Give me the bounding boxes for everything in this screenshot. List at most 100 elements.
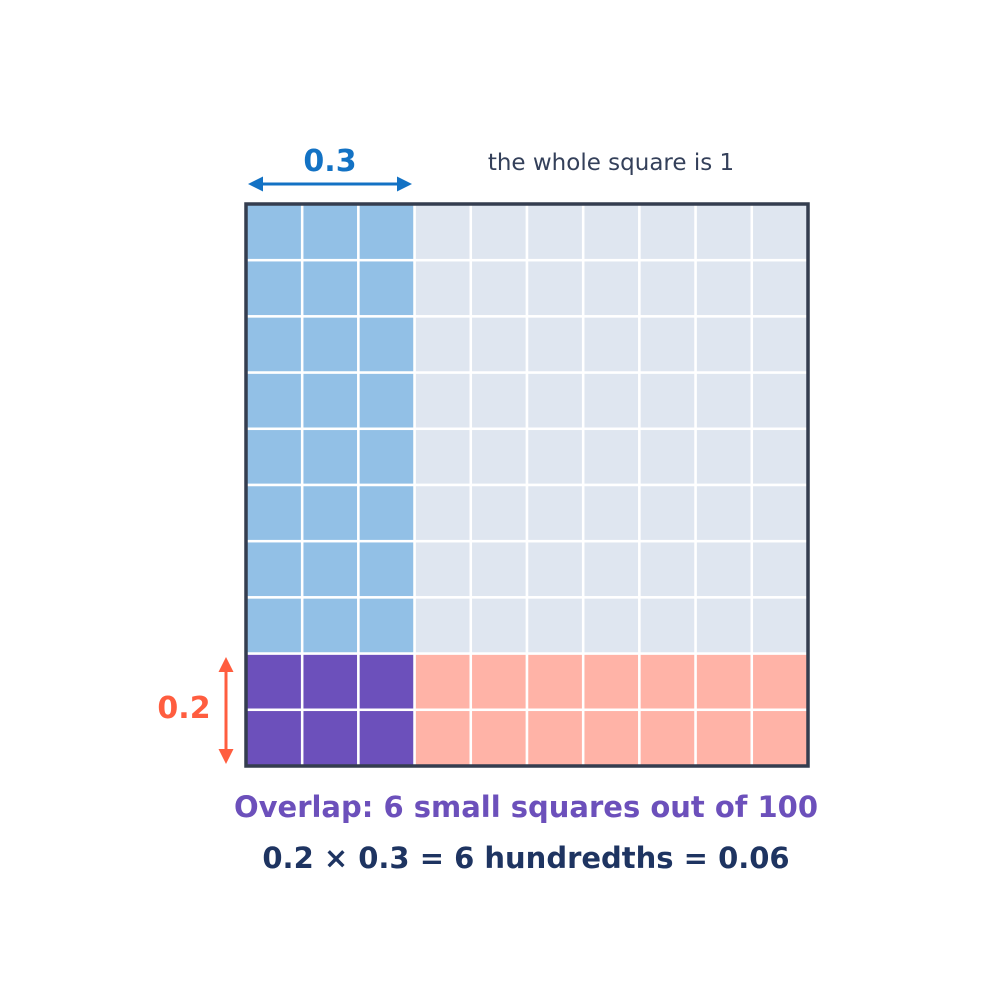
overlap-cell bbox=[300, 708, 360, 768]
grid-cell bbox=[525, 539, 585, 599]
column-shaded-cell bbox=[244, 596, 304, 655]
grid-cell bbox=[750, 315, 810, 374]
grid-cell bbox=[469, 371, 529, 431]
grid-cell bbox=[750, 258, 810, 318]
column-shaded-cell bbox=[244, 202, 304, 262]
row-shaded-cell bbox=[413, 708, 473, 768]
grid-cell bbox=[750, 539, 810, 599]
grid-cell bbox=[750, 202, 810, 262]
grid-cell bbox=[638, 258, 697, 318]
grid-cell bbox=[469, 258, 529, 318]
overlap-cell bbox=[244, 652, 304, 712]
grid-cell bbox=[413, 539, 473, 599]
grid-cell bbox=[581, 427, 641, 487]
column-shaded-cell bbox=[357, 258, 416, 318]
column-shaded-cell bbox=[244, 483, 304, 543]
column-shaded-cell bbox=[244, 371, 304, 431]
row-shaded-cell bbox=[638, 652, 697, 712]
grid-cell bbox=[469, 483, 529, 543]
grid-cell bbox=[750, 427, 810, 487]
column-shaded-cell bbox=[357, 315, 416, 374]
grid-cell bbox=[469, 315, 529, 374]
grid-cell bbox=[469, 596, 529, 655]
column-shaded-cell bbox=[300, 315, 360, 374]
grid-cell bbox=[750, 371, 810, 431]
grid-cell bbox=[694, 483, 754, 543]
grid-cell bbox=[525, 258, 585, 318]
grid-cell bbox=[413, 483, 473, 543]
grid-cell bbox=[581, 258, 641, 318]
grid-cell bbox=[581, 483, 641, 543]
row-shaded-cell bbox=[694, 652, 754, 712]
grid-cell bbox=[581, 315, 641, 374]
grid-cell bbox=[694, 539, 754, 599]
row-shaded-cell bbox=[750, 652, 810, 712]
grid-cell bbox=[638, 483, 697, 543]
column-shaded-cell bbox=[300, 596, 360, 655]
height-label: 0.2 bbox=[157, 691, 210, 726]
column-shaded-cell bbox=[244, 258, 304, 318]
grid-cell bbox=[638, 315, 697, 374]
grid-cell bbox=[694, 371, 754, 431]
overlap-cell bbox=[244, 708, 304, 768]
overlap-cell bbox=[357, 652, 416, 712]
row-shaded-cell bbox=[525, 708, 585, 768]
grid-cell bbox=[694, 258, 754, 318]
grid-cell bbox=[581, 202, 641, 262]
row-shaded-cell bbox=[413, 652, 473, 712]
overlap-cell bbox=[357, 708, 416, 768]
row-shaded-cell bbox=[581, 652, 641, 712]
grid-cell bbox=[525, 371, 585, 431]
grid-cell bbox=[525, 202, 585, 262]
grid-cell bbox=[413, 371, 473, 431]
grid-cell bbox=[694, 427, 754, 487]
column-shaded-cell bbox=[357, 596, 416, 655]
column-shaded-cell bbox=[357, 371, 416, 431]
column-shaded-cell bbox=[357, 427, 416, 487]
column-shaded-cell bbox=[300, 539, 360, 599]
grid-cell bbox=[638, 371, 697, 431]
grid-cell bbox=[638, 202, 697, 262]
column-shaded-cell bbox=[357, 483, 416, 543]
column-shaded-cell bbox=[244, 315, 304, 374]
column-shaded-cell bbox=[300, 483, 360, 543]
width-label: 0.3 bbox=[303, 144, 356, 179]
grid-cell bbox=[525, 315, 585, 374]
column-shaded-cell bbox=[357, 539, 416, 599]
grid-cell bbox=[413, 202, 473, 262]
row-shaded-cell bbox=[694, 708, 754, 768]
row-shaded-cell bbox=[581, 708, 641, 768]
grid-cell bbox=[581, 371, 641, 431]
grid-cell bbox=[750, 483, 810, 543]
grid-cell bbox=[413, 258, 473, 318]
grid-cell bbox=[638, 596, 697, 655]
column-shaded-cell bbox=[300, 371, 360, 431]
equation-caption: 0.2 × 0.3 = 6 hundredths = 0.06 bbox=[262, 841, 789, 875]
grid-cell bbox=[581, 596, 641, 655]
grid-cell bbox=[413, 315, 473, 374]
grid-cell bbox=[413, 427, 473, 487]
grid-cell bbox=[525, 596, 585, 655]
grid-border bbox=[244, 202, 810, 768]
grid-cell bbox=[525, 483, 585, 543]
column-shaded-cell bbox=[300, 427, 360, 487]
row-shaded-cell bbox=[469, 708, 529, 768]
grid-cell bbox=[525, 427, 585, 487]
column-shaded-cell bbox=[357, 202, 416, 262]
hundredths-grid bbox=[244, 202, 810, 768]
column-shaded-cell bbox=[300, 258, 360, 318]
column-shaded-cell bbox=[300, 202, 360, 262]
grid-cell bbox=[694, 315, 754, 374]
grid-cell bbox=[413, 596, 473, 655]
overlap-cell bbox=[300, 652, 360, 712]
grid-cell bbox=[638, 539, 697, 599]
grid-cell bbox=[750, 596, 810, 655]
grid-cell bbox=[469, 539, 529, 599]
grid-cell bbox=[694, 202, 754, 262]
row-shaded-cell bbox=[469, 652, 529, 712]
row-shaded-cell bbox=[750, 708, 810, 768]
row-shaded-cell bbox=[525, 652, 585, 712]
row-shaded-cell bbox=[638, 708, 697, 768]
grid-cell bbox=[581, 539, 641, 599]
